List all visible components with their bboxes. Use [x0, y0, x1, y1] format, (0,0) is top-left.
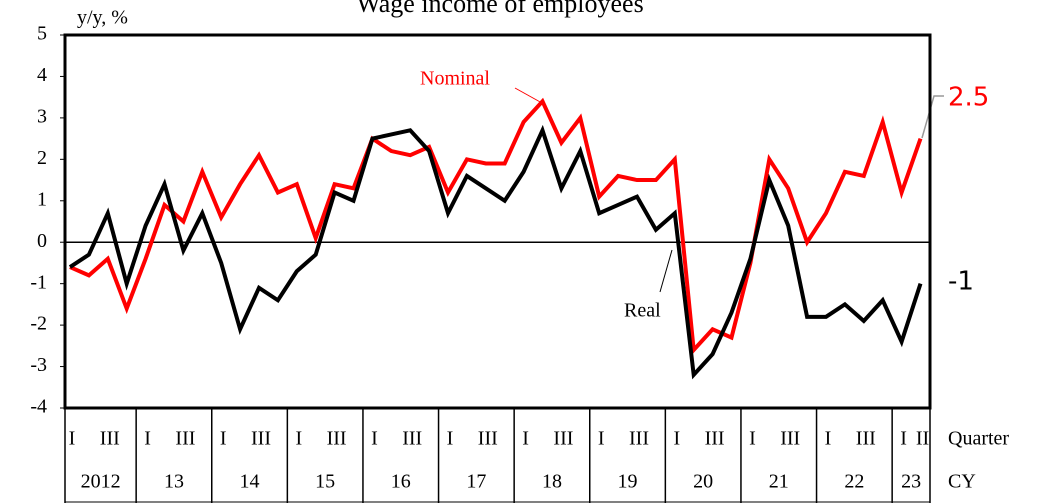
- year-label: 15: [315, 471, 335, 493]
- y-axis-label: y/y, %: [77, 7, 128, 29]
- series-label: Nominal: [420, 68, 490, 90]
- pointer: [921, 95, 944, 139]
- y-tick-label: 5: [37, 23, 47, 45]
- y-tick-label: 3: [37, 105, 47, 127]
- x-tick-label: I: [900, 428, 907, 450]
- x-tick-label: III: [629, 428, 649, 450]
- end-label: -1: [948, 267, 974, 297]
- pointer: [514, 87, 543, 104]
- y-tick-label: 0: [37, 230, 47, 252]
- y-tick-label: 4: [37, 64, 47, 86]
- x-tick-label: III: [175, 428, 195, 450]
- x-tick-label: I: [447, 428, 454, 450]
- series-label: Real: [624, 300, 661, 322]
- year-label: 20: [693, 471, 713, 493]
- x-tick-label: I: [522, 428, 529, 450]
- y-tick-label: -3: [30, 354, 47, 376]
- x-tick-label: III: [402, 428, 422, 450]
- series-line: [68, 124, 923, 380]
- x-tick-label: III: [780, 428, 800, 450]
- chart-title: Wage income of employees: [356, 0, 643, 18]
- year-label: 14: [240, 471, 260, 493]
- x-tick-label: III: [327, 428, 347, 450]
- year-label: 2012: [81, 471, 121, 493]
- y-tick-label: -1: [30, 271, 47, 293]
- x-tick-label: I: [673, 428, 680, 450]
- x-tick-label: I: [144, 428, 151, 450]
- x-tick-label: I: [825, 428, 832, 450]
- year-label: 22: [844, 471, 864, 493]
- x-tick-label: I: [371, 428, 378, 450]
- plot-frame: [63, 33, 932, 410]
- y-tick-label: 2: [37, 147, 47, 169]
- end-label: 2.5: [948, 83, 989, 113]
- x-tick-label: I: [749, 428, 756, 450]
- x-tick-label: I: [69, 428, 76, 450]
- x-tick-label: III: [705, 428, 725, 450]
- year-label: 16: [391, 471, 411, 493]
- series-line: [69, 97, 923, 355]
- x-tick-label: III: [478, 428, 498, 450]
- y-tick-label: -4: [30, 396, 47, 418]
- x-tick-label: I: [598, 428, 605, 450]
- x-tick-label: I: [220, 428, 227, 450]
- y-tick-label: 1: [37, 188, 47, 210]
- year-axis-label: CY: [948, 471, 976, 493]
- x-tick-label: II: [916, 428, 929, 450]
- year-label: 19: [618, 471, 638, 493]
- year-label: 18: [542, 471, 562, 493]
- year-label: 13: [164, 471, 184, 493]
- y-tick-label: -2: [30, 313, 47, 335]
- year-label: 17: [466, 471, 486, 493]
- x-axis-label: Quarter: [948, 428, 1009, 450]
- year-label: 21: [769, 471, 789, 493]
- x-tick-label: III: [100, 428, 120, 450]
- x-tick-label: I: [295, 428, 302, 450]
- x-tick-label: III: [251, 428, 271, 450]
- x-tick-label: III: [856, 428, 876, 450]
- x-tick-label: III: [553, 428, 573, 450]
- year-label: 23: [901, 471, 921, 493]
- pointer: [659, 249, 673, 293]
